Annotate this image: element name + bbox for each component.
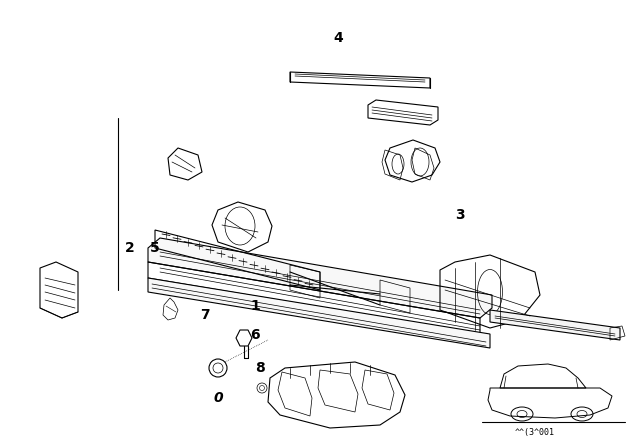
Text: 2: 2 [125,241,135,255]
Polygon shape [148,238,492,318]
Text: 4: 4 [333,31,343,45]
Text: 7: 7 [200,308,210,322]
Text: 0: 0 [213,391,223,405]
Text: ^^(3^001: ^^(3^001 [515,427,555,436]
Text: 1: 1 [250,299,260,313]
Polygon shape [490,310,620,340]
Polygon shape [148,278,490,348]
Text: 8: 8 [255,361,265,375]
Text: 5: 5 [150,241,160,255]
Text: 3: 3 [455,208,465,222]
Text: 6: 6 [250,328,260,342]
